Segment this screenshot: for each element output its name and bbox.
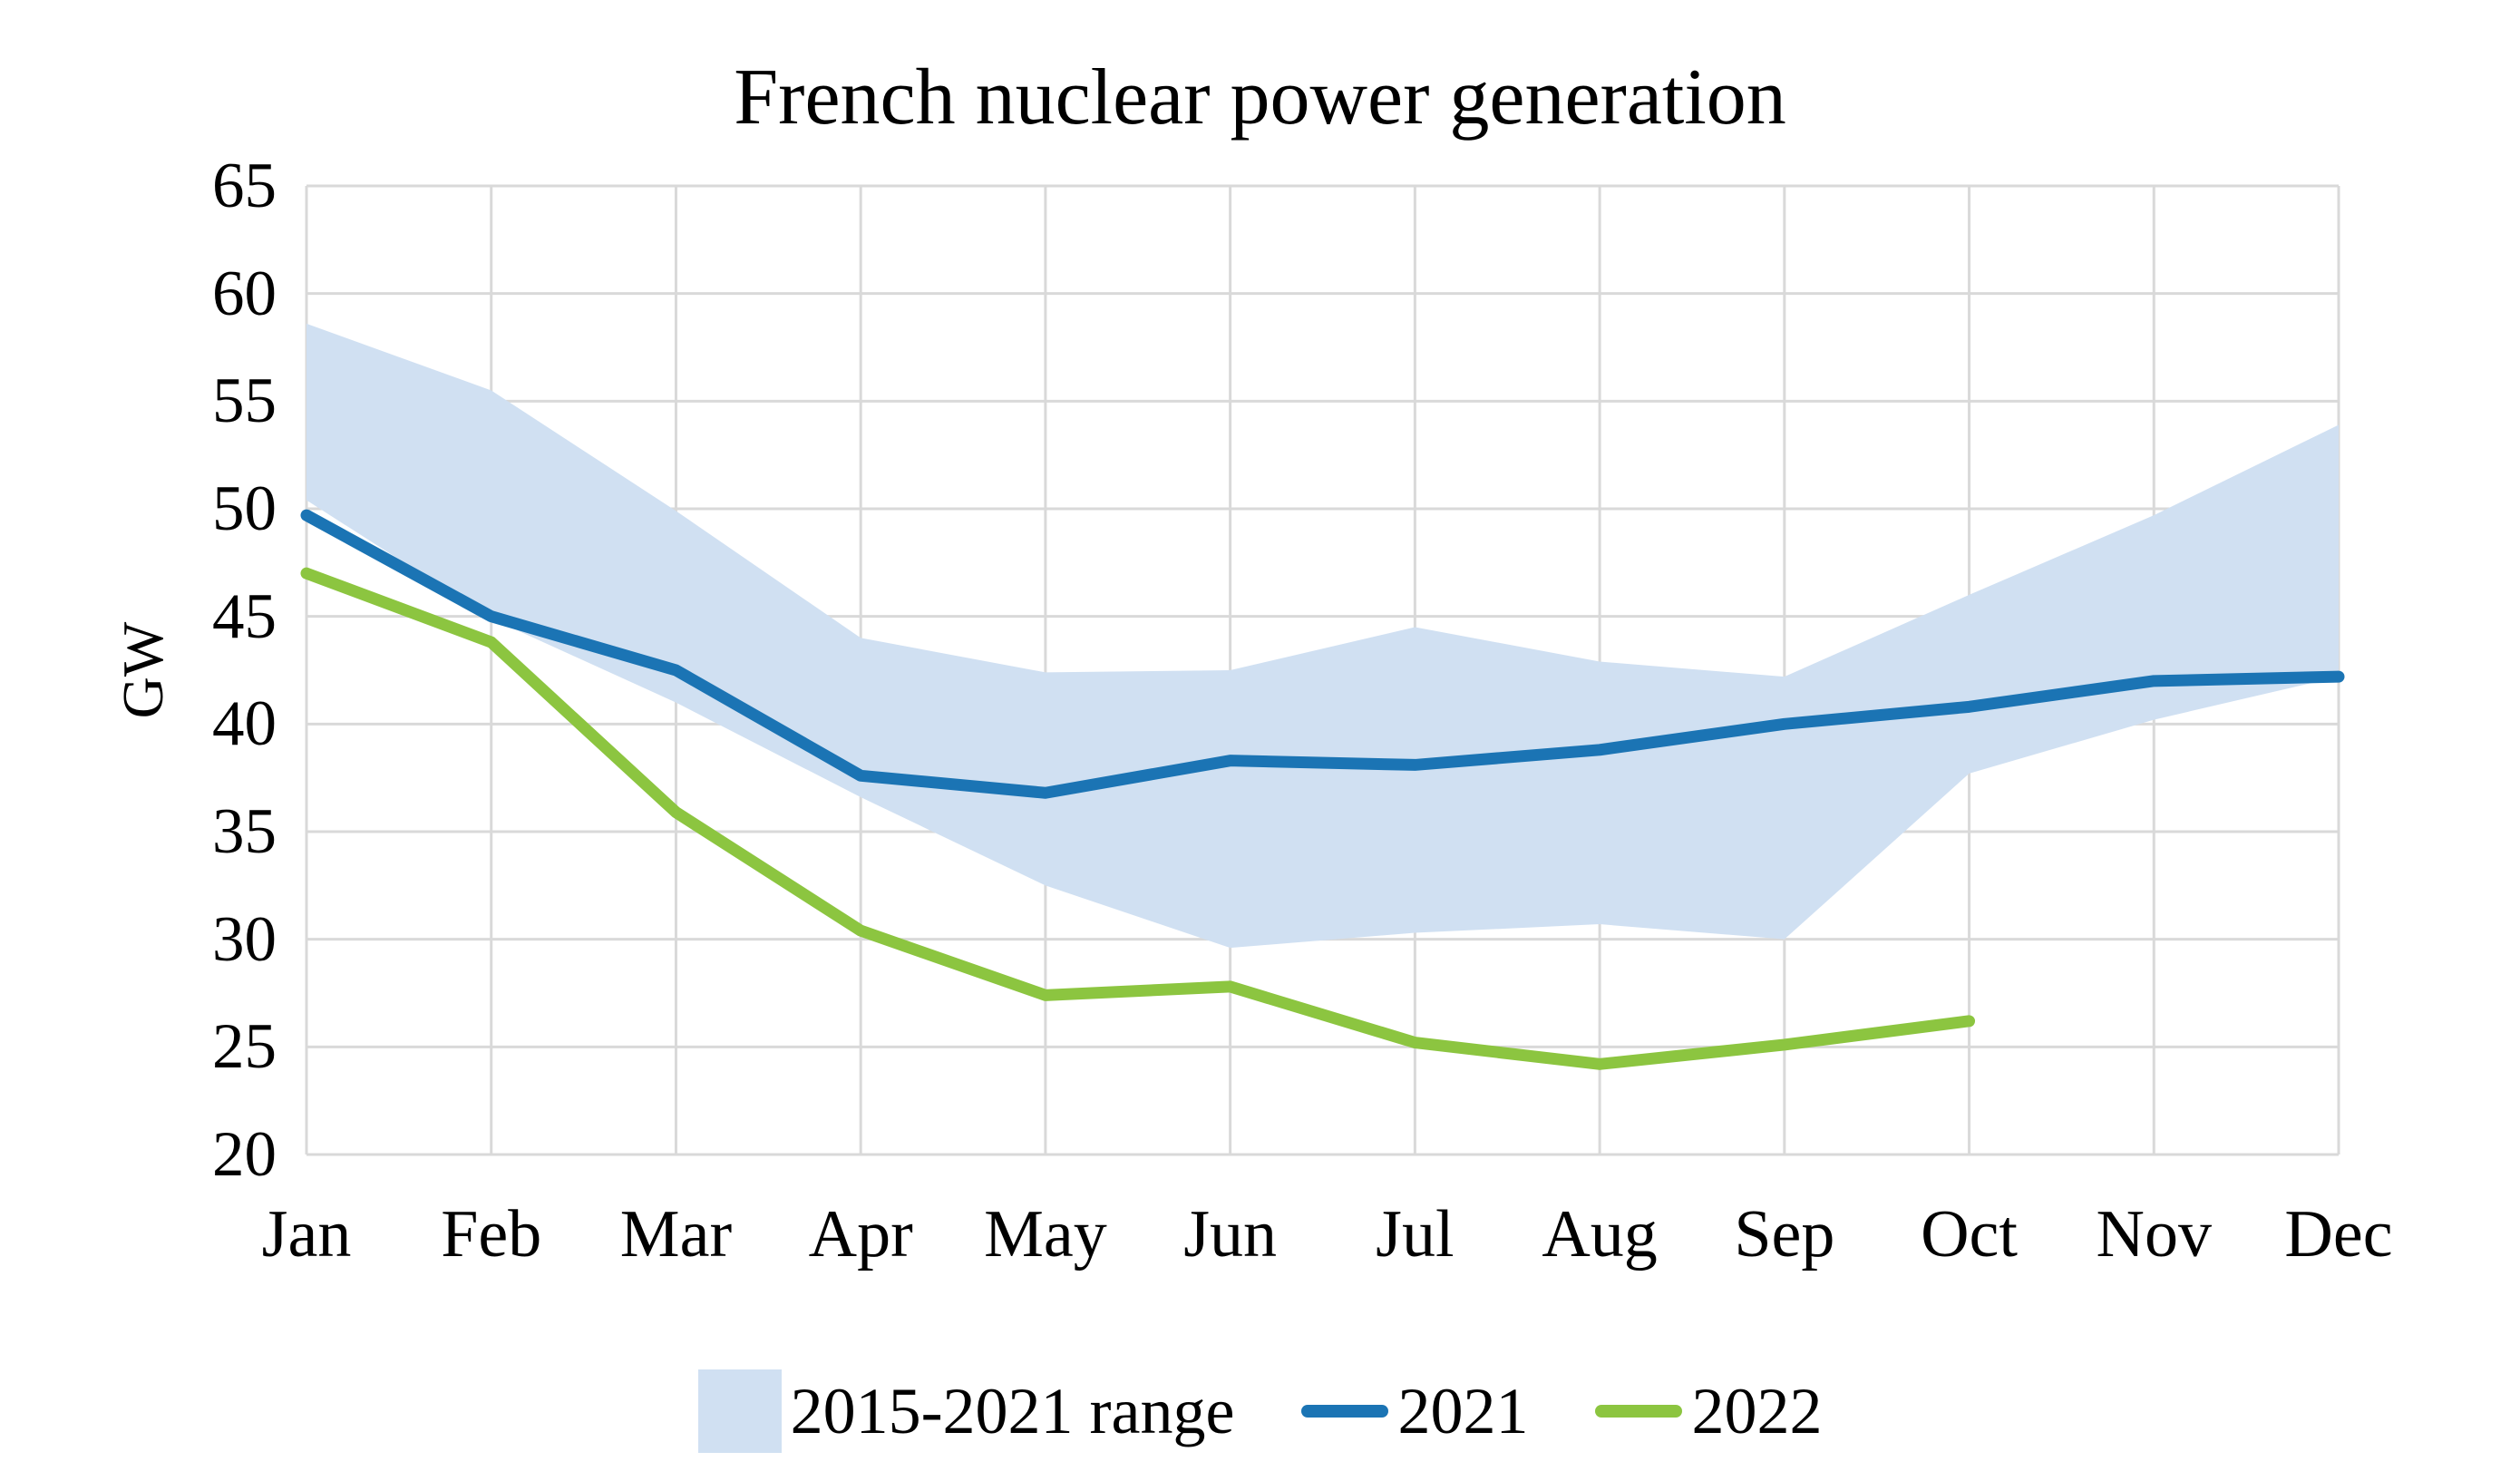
x-tick-label: Jul (1376, 1197, 1455, 1272)
series-2021-swatch (1301, 1405, 1389, 1418)
series-2021-line (300, 509, 2345, 799)
y-tick-label: 40 (212, 688, 277, 760)
legend-label-range: 2015-2021 range (790, 1375, 1235, 1447)
range-band (306, 323, 2339, 949)
x-tick-label: Jan (261, 1197, 352, 1272)
x-tick-label: Nov (2096, 1197, 2212, 1272)
y-tick-label: 35 (212, 796, 277, 867)
x-tick-label: Mar (619, 1197, 733, 1272)
y-tick-label: 50 (212, 473, 277, 544)
chart-legend: 2015-2021 range 2021 2022 (0, 1368, 2520, 1455)
x-tick-label: Feb (441, 1197, 542, 1272)
series-2022-line (300, 567, 1976, 1070)
x-tick-label: May (984, 1197, 1107, 1272)
series-2022-swatch (1595, 1405, 1683, 1418)
legend-item-range: 2015-2021 range (697, 1368, 1235, 1455)
y-tick-label: 25 (212, 1011, 277, 1083)
y-tick-label: 20 (212, 1119, 277, 1190)
x-tick-label: Oct (1921, 1197, 2018, 1272)
y-tick-label: 45 (212, 580, 277, 652)
y-tick-label: 30 (212, 903, 277, 975)
legend-item-2022: 2022 (1595, 1368, 1822, 1455)
x-tick-label: Apr (808, 1197, 913, 1272)
x-tick-label: Jun (1183, 1197, 1278, 1272)
y-tick-label: 65 (212, 151, 277, 221)
legend-label-2021: 2021 (1397, 1375, 1529, 1447)
range-band-swatch (697, 1369, 782, 1453)
legend-label-2022: 2022 (1691, 1375, 1823, 1447)
x-tick-label: Aug (1542, 1197, 1658, 1272)
x-tick-label: Sep (1734, 1197, 1835, 1272)
legend-item-2021: 2021 (1301, 1368, 1528, 1455)
chart-title: French nuclear power generation (734, 54, 1786, 141)
y-tick-label: 60 (212, 258, 277, 329)
x-tick-label: Dec (2284, 1197, 2393, 1272)
y-tick-label: 55 (212, 365, 277, 437)
